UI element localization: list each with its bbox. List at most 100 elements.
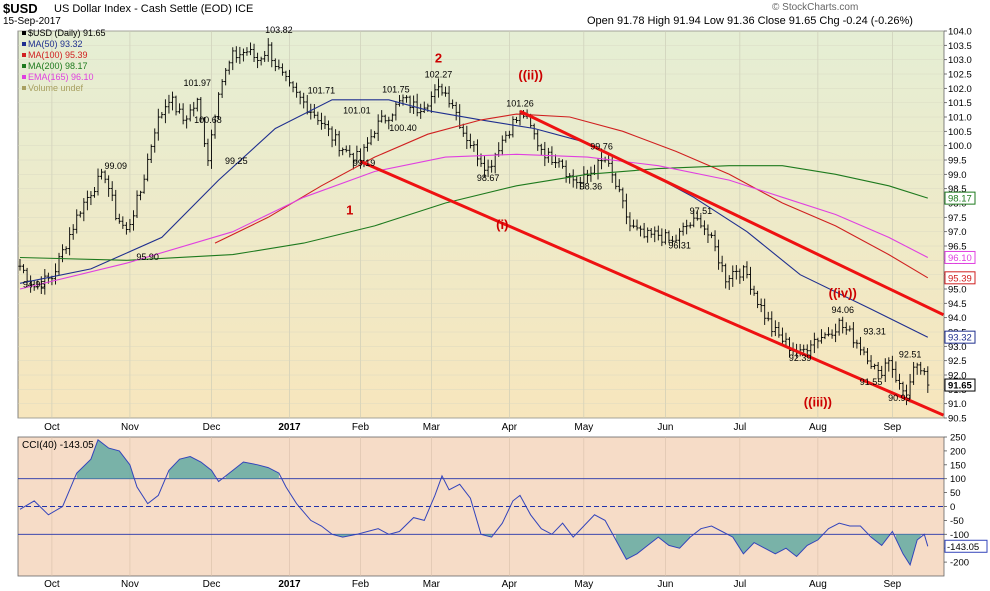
price-y-tick-label: 102.5 [948,70,972,81]
price-y-tick-label: 97.0 [948,227,967,238]
cci-y-tick-label: 50 [950,488,961,499]
price-label: 92.39 [789,353,812,363]
cci-x-tick-label: May [574,579,593,590]
legend-entry: $USD (Daily) 91.65 [28,28,106,38]
price-label: 101.97 [184,78,212,88]
chart-date: 15-Sep-2017 [3,16,61,27]
cci-y-tick-label: -100 [950,530,969,541]
legend-swatch [22,75,26,79]
price-label: 101.71 [308,86,336,96]
cci-x-tick-label: Dec [203,579,221,590]
price-y-tick-label: 103.0 [948,55,972,66]
price-y-tick-label: 90.5 [948,414,967,425]
cci-line [19,438,929,567]
cci-y-tick-label: 100 [950,474,966,485]
wave-label: 2 [435,51,442,66]
ohlc-summary: Open 91.78 High 91.94 Low 91.36 Close 91… [587,15,913,27]
moving-average-line [19,165,928,261]
moving-average-line [214,113,929,279]
price-y-tick-label: 104.0 [948,27,972,38]
cci-y-tick-label: -50 [950,516,964,527]
last-value-label: 95.39 [948,273,972,284]
price-y-tick-label: 92.5 [948,356,967,367]
legend-entry: EMA(165) 96.10 [28,72,94,82]
wave-label: ((iii)) [804,395,832,410]
last-value-label: 91.65 [948,381,972,392]
cci-x-tick-label: Sep [883,579,901,590]
last-value-label: 96.10 [948,253,972,264]
x-tick-label: Jul [733,422,746,433]
cci-x-tick-label: Aug [809,579,827,590]
x-tick-label: Aug [809,422,827,433]
cci-x-tick-label: Jun [657,579,673,590]
price-y-tick-label: 101.5 [948,98,972,109]
cci-y-tick-label: 150 [950,460,966,471]
price-label: 99.19 [353,158,376,168]
price-y-tick-label: 99.5 [948,156,967,167]
price-y-tick-label: 99.0 [948,170,967,181]
price-label: 98.36 [580,182,603,192]
x-tick-label: Mar [423,422,441,433]
price-label: 94.95 [23,279,46,289]
price-label: 93.31 [863,326,886,336]
symbol-title: $USD [3,1,38,16]
cci-fill [76,439,134,479]
legend-swatch [22,86,26,90]
price-y-tick-label: 102.0 [948,84,972,95]
price-label: 101.01 [343,106,371,116]
x-tick-label: Nov [121,422,139,433]
last-value-tag [944,330,976,344]
x-tick-label: 2017 [278,422,301,433]
symbol-description: US Dollar Index - Cash Settle (EOD) ICE [54,3,254,15]
legend-entry: MA(100) 95.39 [28,50,88,60]
x-tick-label: Dec [203,422,221,433]
price-label: 95.90 [136,252,159,262]
price-label: 98.67 [477,173,500,183]
price-label: 102.27 [425,70,453,80]
legend-entry: MA(50) 93.32 [28,39,83,49]
wave-label: (i) [496,217,508,232]
last-value-label: 98.17 [948,194,972,205]
price-y-tick-label: 94.0 [948,313,967,324]
legend-swatch [22,42,26,46]
price-y-tick-label: 100.0 [948,141,972,152]
price-label: 94.06 [831,305,854,315]
legend-swatch [22,53,26,57]
wave-label: 1 [346,202,353,217]
axes: Oct Oct Nov Nov Dec Dec 2017 2017 Feb Feb Mar Mar Ap… [44,27,972,591]
price-label: 100.68 [194,115,222,125]
last-value-tag [944,191,976,205]
cci-x-tick-label: Jul [733,579,746,590]
price-y-tick-label: 93.0 [948,342,967,353]
x-tick-label: Sep [883,422,901,433]
wave-label: ((iv)) [829,286,857,301]
price-y-tick-label: 92.0 [948,371,967,382]
legend-swatch [22,64,26,68]
price-series [18,38,944,417]
cci-x-tick-label: Oct [44,579,60,590]
x-tick-label: Apr [502,422,518,433]
legend-entry: Volume undef [28,83,84,93]
price-y-tick-label: 98.5 [948,184,967,195]
cci-fill [225,462,279,479]
last-value-label: 93.32 [948,333,972,344]
price-label: 92.51 [899,349,922,359]
last-value-tag [944,271,976,285]
cci-y-tick-label: 200 [950,446,966,457]
last-value-tag [944,378,976,392]
cci-y-tick-label: -200 [950,558,969,569]
cci-x-tick-label: 2017 [278,579,301,590]
legend-swatch [22,31,26,35]
cci-y-tick-label: 250 [950,433,966,444]
cci-fill [168,456,216,479]
cci-x-tick-label: Mar [423,579,441,590]
trend-channel-line [359,160,944,417]
cci-fill [895,534,921,565]
price-label: 100.40 [389,123,417,133]
price-y-tick-label: 101.0 [948,113,972,124]
cci-x-tick-label: Nov [121,579,139,590]
price-y-tick-label: 91.0 [948,399,967,410]
price-label: 101.75 [382,85,410,95]
